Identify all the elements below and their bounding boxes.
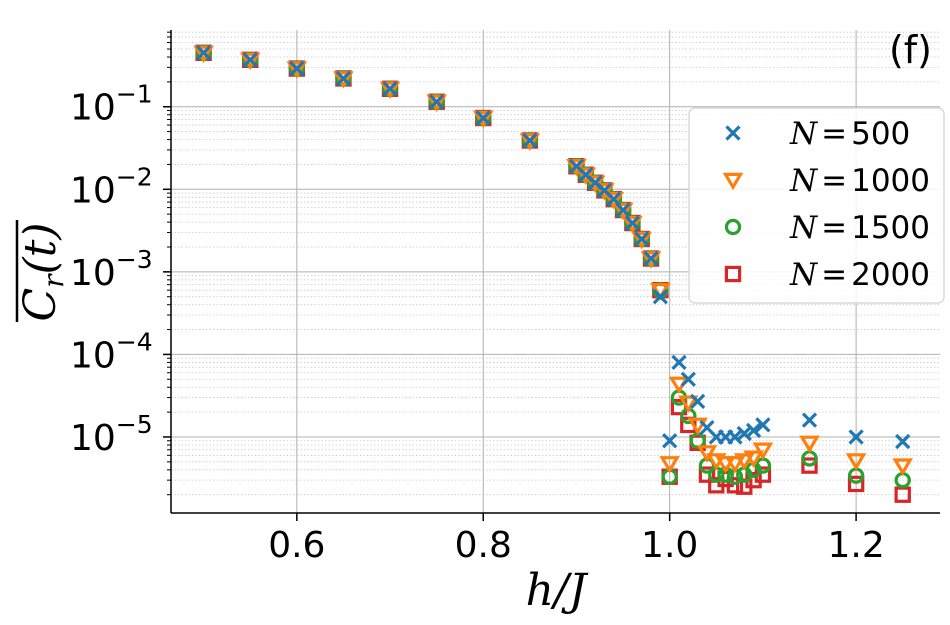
legend-label: N = 2000 bbox=[789, 257, 930, 293]
x-axis-label: h/J bbox=[526, 565, 589, 616]
data-point bbox=[519, 133, 541, 151]
data-point bbox=[193, 45, 214, 64]
legend-box bbox=[688, 107, 945, 304]
data-point bbox=[472, 110, 494, 129]
legend-label: N = 500 bbox=[789, 116, 910, 152]
legend-entry: N = 500 bbox=[725, 116, 910, 152]
legend-label: N = 1500 bbox=[789, 210, 930, 246]
data-point bbox=[335, 70, 352, 87]
x-tick-label: 0.6 bbox=[268, 525, 325, 566]
x-tick-label: 0.8 bbox=[455, 525, 512, 566]
data-point bbox=[615, 202, 631, 218]
axes: 10−1 10−2 10−3 10−4 10−5 0.6 0.8 1.0 1.2 bbox=[70, 30, 940, 566]
legend-entry: N = 2000 bbox=[724, 257, 930, 293]
y-tick-label: 10−5 bbox=[70, 410, 153, 459]
data-point bbox=[522, 132, 538, 149]
data-point bbox=[289, 60, 305, 77]
data-point bbox=[801, 412, 818, 428]
data-point bbox=[848, 429, 864, 445]
data-point bbox=[895, 433, 911, 450]
data-point bbox=[634, 231, 650, 247]
data-point bbox=[426, 94, 447, 113]
y-axis-label: Cr(t) bbox=[15, 220, 70, 322]
data-point bbox=[643, 250, 659, 267]
y-axis-label-text: Cr(t) bbox=[15, 222, 70, 321]
y-tick-label: 10−1 bbox=[70, 80, 153, 129]
legend-marker bbox=[725, 125, 741, 141]
x-tick-label: 1.2 bbox=[827, 525, 884, 566]
data-point bbox=[690, 393, 706, 409]
data-point bbox=[845, 453, 867, 471]
data-point bbox=[801, 457, 818, 474]
data-point bbox=[382, 81, 398, 97]
data-point bbox=[429, 94, 445, 110]
data-point bbox=[286, 61, 308, 79]
y-tick-label: 10−2 bbox=[70, 162, 153, 211]
data-point bbox=[745, 422, 762, 439]
data-point bbox=[698, 466, 716, 483]
data-point bbox=[475, 110, 491, 126]
data-point bbox=[847, 475, 865, 493]
data-point bbox=[652, 289, 668, 305]
y-tick-label: 10−3 bbox=[70, 245, 153, 294]
series-500 bbox=[195, 45, 911, 450]
data-point bbox=[566, 159, 587, 177]
data-point bbox=[239, 52, 261, 71]
data-point bbox=[624, 215, 641, 231]
legend-label: N = 1000 bbox=[789, 163, 930, 199]
data-point bbox=[671, 354, 687, 371]
legend-marker bbox=[724, 218, 742, 236]
legend-marker bbox=[724, 265, 742, 283]
data-point bbox=[727, 429, 743, 445]
legend-entry: N = 1500 bbox=[724, 210, 930, 246]
y-tick-label: 10−4 bbox=[70, 327, 153, 376]
data-point bbox=[724, 456, 746, 474]
data-point bbox=[379, 81, 401, 100]
data-point bbox=[736, 425, 752, 442]
data-point bbox=[680, 371, 696, 387]
data-point bbox=[195, 45, 212, 61]
data-point bbox=[678, 395, 699, 413]
data-point bbox=[696, 445, 718, 463]
data-point bbox=[594, 183, 615, 201]
panel-label: (f) bbox=[889, 28, 932, 72]
legend-marker bbox=[722, 172, 744, 191]
data-point bbox=[631, 231, 653, 250]
data-point bbox=[242, 52, 258, 68]
data-point bbox=[622, 215, 643, 234]
legend: N = 500 N = 1000 N = 1500 N = 2000 bbox=[688, 107, 945, 304]
data-point bbox=[733, 453, 755, 471]
data-point bbox=[662, 433, 678, 449]
data-point bbox=[612, 202, 634, 221]
data-markers bbox=[193, 44, 914, 503]
data-point bbox=[640, 251, 662, 269]
data-point bbox=[726, 477, 744, 494]
data-point bbox=[743, 450, 764, 469]
data-point bbox=[659, 456, 680, 474]
x-tick-label: 1.0 bbox=[641, 525, 698, 566]
data-point bbox=[687, 417, 708, 436]
data-point bbox=[603, 191, 625, 210]
data-point bbox=[755, 417, 771, 433]
data-point bbox=[752, 442, 774, 461]
data-point bbox=[892, 458, 914, 476]
axis-labels: h/J Cr(t) bbox=[15, 220, 589, 616]
data-point bbox=[333, 71, 354, 89]
data-point bbox=[799, 435, 820, 454]
legend-entry: N = 1000 bbox=[722, 163, 930, 199]
